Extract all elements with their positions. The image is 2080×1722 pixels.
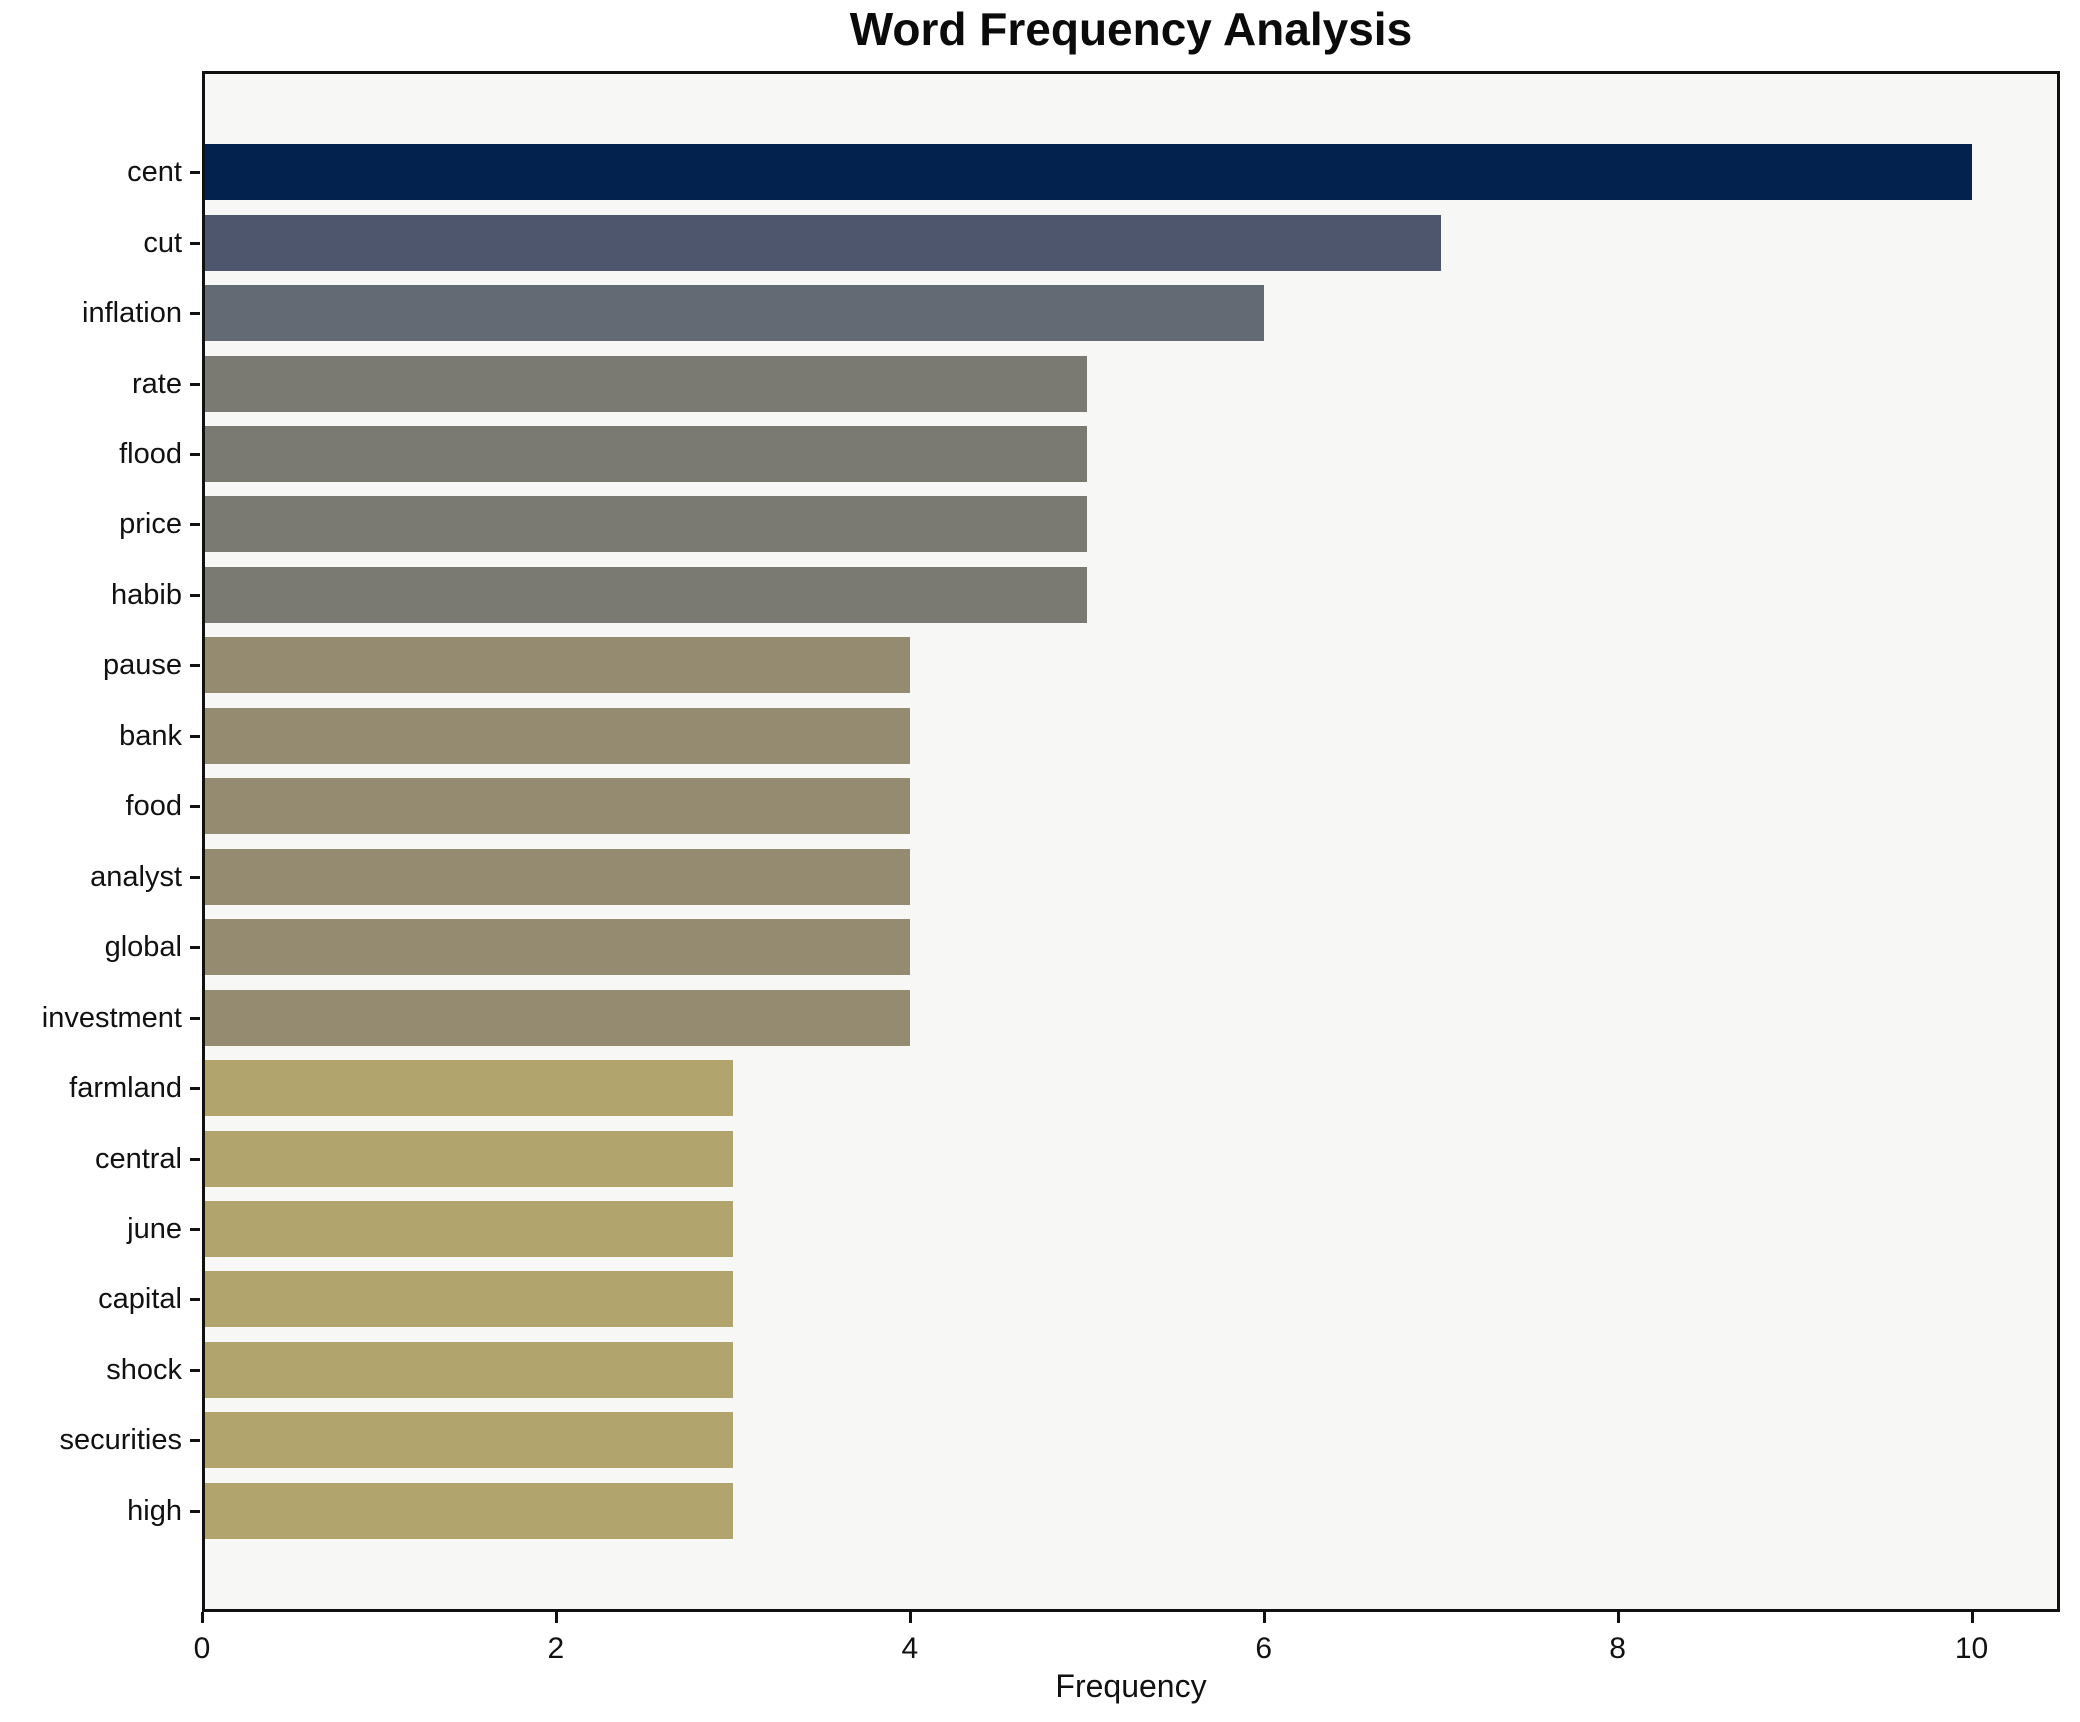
- y-tick-label: central: [94, 1142, 182, 1175]
- x-tick-mark: [554, 1612, 558, 1623]
- plot-area: [202, 71, 2060, 1612]
- y-tick-mark: [190, 1227, 200, 1231]
- bar: [205, 1130, 733, 1187]
- bar: [205, 355, 1087, 412]
- y-tick-label: capital: [98, 1283, 182, 1316]
- y-tick-mark: [190, 241, 200, 245]
- y-tick-label: inflation: [82, 297, 182, 330]
- y-tick-label: rate: [132, 367, 182, 400]
- y-tick-label: securities: [59, 1424, 183, 1457]
- bar: [205, 426, 1087, 483]
- y-tick-mark: [190, 1509, 200, 1513]
- y-tick-mark: [190, 312, 200, 316]
- bar: [205, 1200, 733, 1257]
- y-tick-label: flood: [119, 438, 182, 471]
- x-tick-label: 8: [1609, 1632, 1626, 1665]
- bar: [205, 1341, 733, 1398]
- x-tick-label: 10: [1954, 1632, 1989, 1665]
- y-tick-label: farmland: [69, 1072, 182, 1105]
- bar: [205, 1412, 733, 1469]
- bar: [205, 285, 1264, 342]
- x-tick-label: 2: [547, 1632, 565, 1665]
- y-tick-mark: [190, 805, 200, 809]
- y-tick-mark: [190, 946, 200, 950]
- y-tick-mark: [190, 734, 200, 738]
- bar: [205, 1482, 733, 1539]
- x-tick-label: 4: [901, 1632, 919, 1665]
- y-tick-label: june: [127, 1212, 182, 1245]
- y-tick-mark: [190, 1298, 200, 1302]
- y-tick-label: cut: [143, 226, 182, 259]
- x-axis-title: Frequency: [1055, 1668, 1207, 1704]
- y-tick-label: analyst: [90, 860, 182, 893]
- bar: [205, 1271, 733, 1328]
- y-tick-label: bank: [119, 719, 182, 752]
- y-tick-label: food: [125, 790, 182, 823]
- y-tick-label: investment: [41, 1001, 182, 1034]
- y-tick-label: cent: [127, 156, 182, 189]
- x-tick-mark: [1616, 1612, 1620, 1623]
- y-tick-mark: [190, 1087, 200, 1091]
- bar: [205, 566, 1087, 623]
- y-tick-mark: [190, 453, 200, 457]
- chart-title: Word Frequency Analysis: [849, 3, 1413, 55]
- bar: [205, 144, 1972, 201]
- bar: [205, 707, 910, 764]
- x-tick-mark: [201, 1612, 204, 1623]
- y-tick-mark: [190, 1157, 200, 1161]
- y-tick-label: habib: [111, 578, 182, 611]
- y-tick-mark: [190, 382, 200, 386]
- y-tick-mark: [190, 1439, 200, 1443]
- bar: [205, 989, 910, 1046]
- y-tick-mark: [190, 1016, 200, 1020]
- y-tick-mark: [190, 171, 200, 175]
- x-tick-mark: [1970, 1612, 1974, 1623]
- y-tick-label: price: [119, 508, 182, 541]
- bar: [205, 214, 1441, 271]
- y-tick-mark: [190, 664, 200, 668]
- bar: [205, 1060, 733, 1117]
- x-tick-mark: [1262, 1612, 1266, 1623]
- y-tick-mark: [190, 1368, 200, 1372]
- y-tick-label: high: [127, 1494, 182, 1527]
- y-tick-label: shock: [106, 1353, 182, 1386]
- x-tick-mark: [908, 1612, 912, 1623]
- y-tick-mark: [190, 875, 200, 879]
- y-tick-mark: [190, 593, 200, 597]
- y-tick-label: global: [104, 931, 182, 964]
- bar: [205, 778, 910, 835]
- y-tick-label: pause: [102, 649, 182, 682]
- bar: [205, 496, 1087, 553]
- x-tick-label: 0: [193, 1632, 211, 1665]
- bar: [205, 637, 910, 694]
- y-tick-mark: [190, 523, 200, 527]
- x-tick-label: 6: [1255, 1632, 1273, 1665]
- bar: [205, 919, 910, 976]
- bar: [205, 848, 910, 905]
